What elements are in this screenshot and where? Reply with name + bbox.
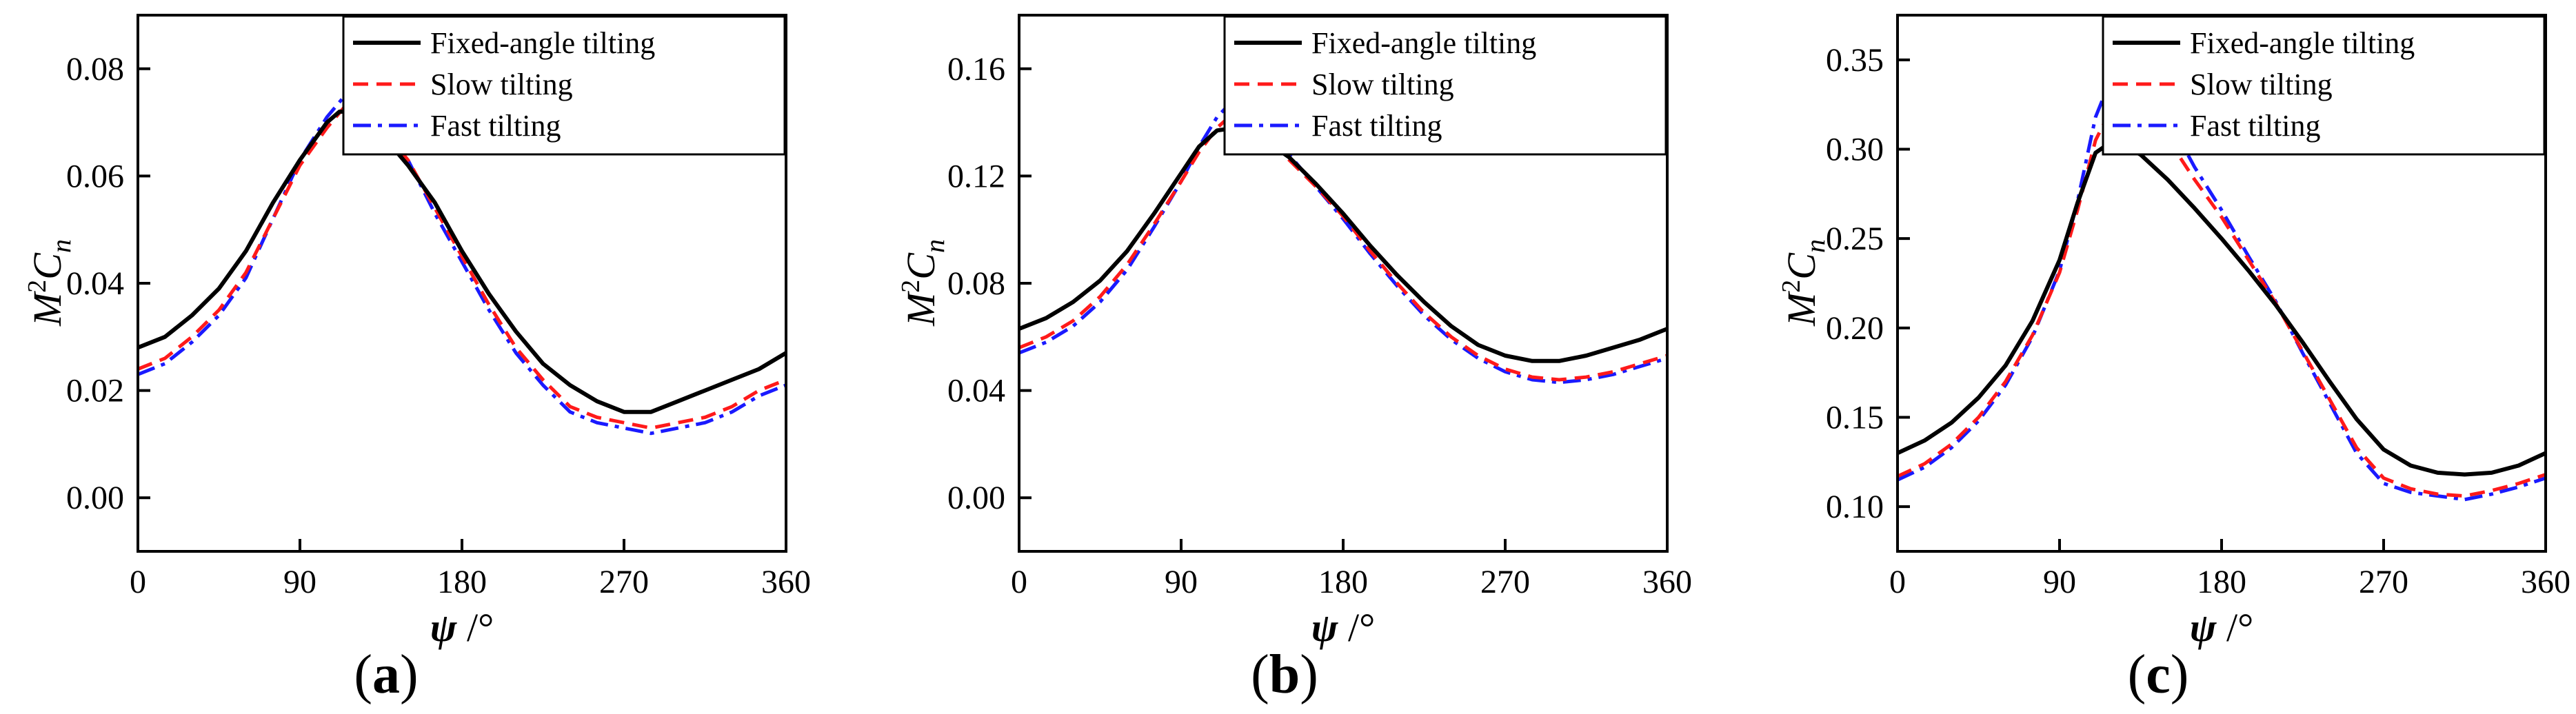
x-tick-label: 90 bbox=[283, 564, 316, 600]
y-tick-label: 0.00 bbox=[66, 480, 124, 516]
x-tick-label: 90 bbox=[1165, 564, 1198, 600]
x-tick-label: 270 bbox=[2359, 564, 2408, 600]
y-tick-label: 0.30 bbox=[1826, 132, 1884, 168]
legend: Fixed-angle tilting Slow tilting Fast tilt… bbox=[2102, 15, 2546, 156]
legend-label: Fixed-angle tilting bbox=[1311, 26, 1536, 60]
series-line-solid bbox=[138, 110, 786, 414]
chart-panel-1: 0 90 180 270 360 0.00 0.02 0.04 0.06 0.08 ψ /° M2Cn… bbox=[23, 14, 811, 705]
legend-label: Fixed-angle tilting bbox=[2190, 26, 2415, 60]
x-tick-label: 360 bbox=[1642, 564, 1692, 600]
y-axis-base: M bbox=[1779, 291, 1824, 327]
panel-label: (a) bbox=[354, 644, 418, 705]
x-axis-sep: / bbox=[456, 605, 479, 650]
series-line-solid bbox=[1898, 138, 2546, 477]
y-tick-label: 0.08 bbox=[66, 51, 124, 88]
y-tick-label: 0.06 bbox=[66, 158, 124, 194]
x-tick-label: 180 bbox=[1318, 564, 1368, 600]
legend-label: Fast tilting bbox=[430, 109, 561, 143]
x-tick-label: 0 bbox=[1889, 564, 1906, 600]
x-axis-symbol: ψ bbox=[1311, 605, 1339, 650]
x-axis-label: ψ /° bbox=[430, 605, 494, 650]
legend-box bbox=[342, 15, 786, 156]
x-axis-unit: ° bbox=[478, 605, 494, 650]
chart-panel-3: 0 90 180 270 360 0.10 0.15 0.20 0.25 0.30 0.35 ψ /°… bbox=[1777, 14, 2570, 705]
panel-label-open: ( bbox=[2128, 644, 2146, 705]
x-axis-label: ψ /° bbox=[2190, 605, 2254, 650]
y-axis-label: M2Cn bbox=[896, 239, 950, 327]
x-tick-label: 90 bbox=[2043, 564, 2076, 600]
legend-label: Fixed-angle tilting bbox=[430, 26, 655, 60]
panel-label-open: ( bbox=[1251, 644, 1269, 705]
x-tick-label: 360 bbox=[761, 564, 811, 600]
x-tick-label: 180 bbox=[2197, 564, 2246, 600]
y-axis-mid: C bbox=[1779, 252, 1824, 280]
panel-label-close: ) bbox=[2171, 644, 2189, 705]
y-axis-label: M2Cn bbox=[23, 239, 77, 327]
legend-label: Slow tilting bbox=[1311, 68, 1454, 101]
series-line-dashdot bbox=[138, 83, 786, 436]
y-tick-label: 0.04 bbox=[66, 265, 124, 302]
x-axis-label: ψ /° bbox=[1311, 605, 1376, 650]
x-axis-symbol: ψ bbox=[430, 605, 458, 650]
x-axis-sep: / bbox=[2216, 605, 2238, 650]
y-tick-label: 0.02 bbox=[66, 373, 124, 409]
y-tick-label: 0.10 bbox=[1826, 489, 1884, 525]
panel-label-open: ( bbox=[354, 644, 372, 705]
x-tick-label: 0 bbox=[130, 564, 146, 600]
x-tick-label: 270 bbox=[599, 564, 649, 600]
legend-box bbox=[2102, 15, 2546, 156]
y-tick-label: 0.16 bbox=[947, 51, 1005, 88]
panel-label-close: ) bbox=[1300, 644, 1318, 705]
x-tick-label: 360 bbox=[2521, 564, 2570, 600]
x-tick-label: 270 bbox=[1480, 564, 1530, 600]
legend-label: Fast tilting bbox=[2190, 109, 2320, 143]
y-axis-sup: 2 bbox=[1777, 280, 1806, 293]
legend-box bbox=[1223, 15, 1667, 156]
y-axis-base: M bbox=[25, 291, 70, 327]
y-tick-label: 0.04 bbox=[947, 373, 1005, 409]
y-axis-label: M2Cn bbox=[1777, 239, 1831, 327]
x-axis-sep: / bbox=[1338, 605, 1360, 650]
y-tick-label: 0.25 bbox=[1826, 221, 1884, 257]
y-axis-sub: n bbox=[46, 239, 77, 253]
series-line-dashed bbox=[1898, 103, 2546, 498]
legend-label: Fast tilting bbox=[1311, 109, 1442, 143]
y-axis-mid: C bbox=[898, 252, 943, 280]
y-tick-label: 0.15 bbox=[1826, 400, 1884, 436]
y-axis-mid: C bbox=[25, 252, 70, 280]
legend: Fixed-angle tilting Slow tilting Fast tilt… bbox=[1223, 15, 1667, 156]
panel-label-close: ) bbox=[400, 644, 419, 705]
y-tick-label: 0.12 bbox=[947, 158, 1005, 194]
y-tick-label: 0.20 bbox=[1826, 310, 1884, 347]
y-tick-label: 0.08 bbox=[947, 265, 1005, 302]
series-line-solid bbox=[1019, 125, 1667, 363]
y-axis-sub: n bbox=[1800, 239, 1831, 253]
x-axis-symbol: ψ bbox=[2190, 605, 2217, 650]
y-axis-sup: 2 bbox=[896, 280, 925, 293]
series-line-dashed bbox=[138, 99, 786, 430]
x-axis-unit: ° bbox=[2237, 605, 2253, 650]
legend-label: Slow tilting bbox=[2190, 68, 2333, 101]
panel-label: (c) bbox=[2128, 644, 2189, 705]
panel-label: (b) bbox=[1251, 644, 1318, 705]
panel-label-letter: b bbox=[1269, 644, 1300, 705]
x-axis-unit: ° bbox=[1359, 605, 1375, 650]
x-tick-label: 0 bbox=[1011, 564, 1027, 600]
chart-panel-2: 0 90 180 270 360 0.00 0.04 0.08 0.12 0.16 ψ /° M2Cn… bbox=[896, 14, 1692, 705]
y-axis-sup: 2 bbox=[23, 280, 52, 293]
x-tick-label: 180 bbox=[437, 564, 487, 600]
y-axis-sub: n bbox=[919, 239, 950, 253]
panel-label-letter: c bbox=[2146, 644, 2171, 705]
y-tick-label: 0.00 bbox=[947, 480, 1005, 516]
legend: Fixed-angle tilting Slow tilting Fast tilt… bbox=[342, 15, 786, 156]
y-tick-label: 0.35 bbox=[1826, 42, 1884, 79]
panel-label-letter: a bbox=[372, 644, 400, 705]
y-axis-base: M bbox=[898, 291, 943, 327]
legend-label: Slow tilting bbox=[430, 68, 573, 101]
